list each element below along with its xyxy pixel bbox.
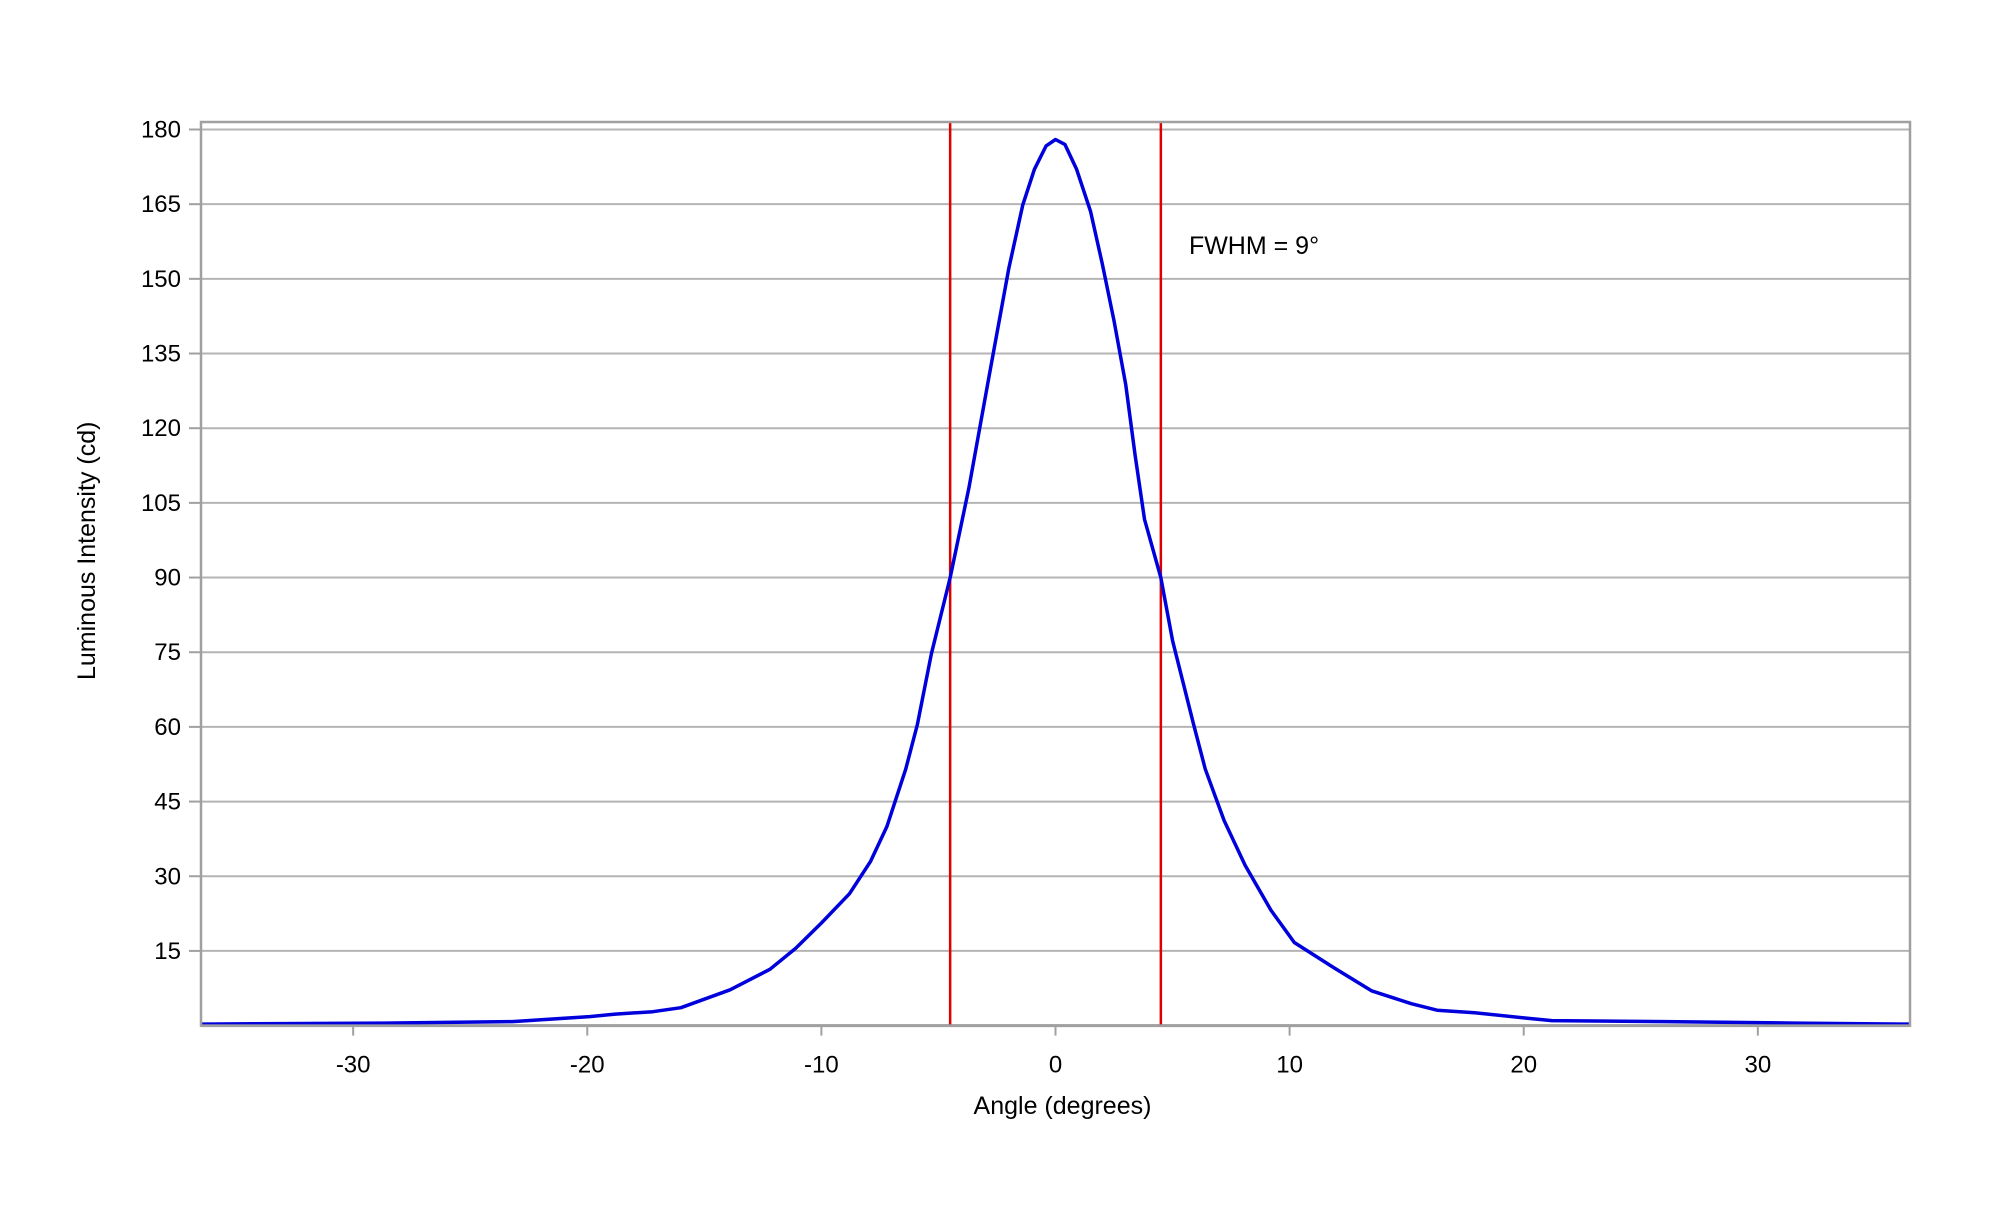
y-tick-label: 15 — [154, 938, 181, 965]
y-tick-label: 150 — [141, 266, 181, 293]
y-tick-label: 75 — [154, 639, 181, 666]
y-tick-label: 135 — [141, 341, 181, 368]
x-tick-label: -10 — [804, 1052, 839, 1079]
x-tick-label: 20 — [1510, 1052, 1537, 1079]
y-tick-label: 180 — [141, 117, 181, 144]
y-axis-label: Luminous Intensity (cd) — [73, 422, 101, 680]
y-tick-label: 165 — [141, 191, 181, 218]
fwhm-markers — [948, 122, 1163, 1026]
y-tick-label: 90 — [154, 565, 181, 592]
gridlines — [201, 128, 1910, 1028]
plot-frame — [199, 120, 1912, 1027]
fwhm-annotation: FWHM = 9° — [1189, 232, 1319, 260]
x-tick-label: -20 — [570, 1052, 605, 1079]
y-axis-ticks: 15 30 45 60 75 90 105 120 135 150 165 180 — [141, 117, 201, 965]
y-tick-label: 120 — [141, 415, 181, 442]
y-tick-label: 30 — [154, 863, 181, 890]
intensity-curve — [200, 137, 1911, 1026]
y-tick-label: 45 — [154, 789, 181, 816]
x-tick-label: -30 — [336, 1052, 371, 1079]
x-tick-label: 10 — [1276, 1052, 1303, 1079]
x-axis-label: Angle (degrees) — [974, 1092, 1152, 1120]
y-tick-label: 60 — [154, 714, 181, 741]
x-axis-ticks: -30 -20 -10 0 10 20 30 — [336, 1025, 1771, 1079]
x-tick-label: 30 — [1744, 1052, 1771, 1079]
y-tick-label: 105 — [141, 490, 181, 517]
x-tick-label: 0 — [1049, 1052, 1062, 1079]
